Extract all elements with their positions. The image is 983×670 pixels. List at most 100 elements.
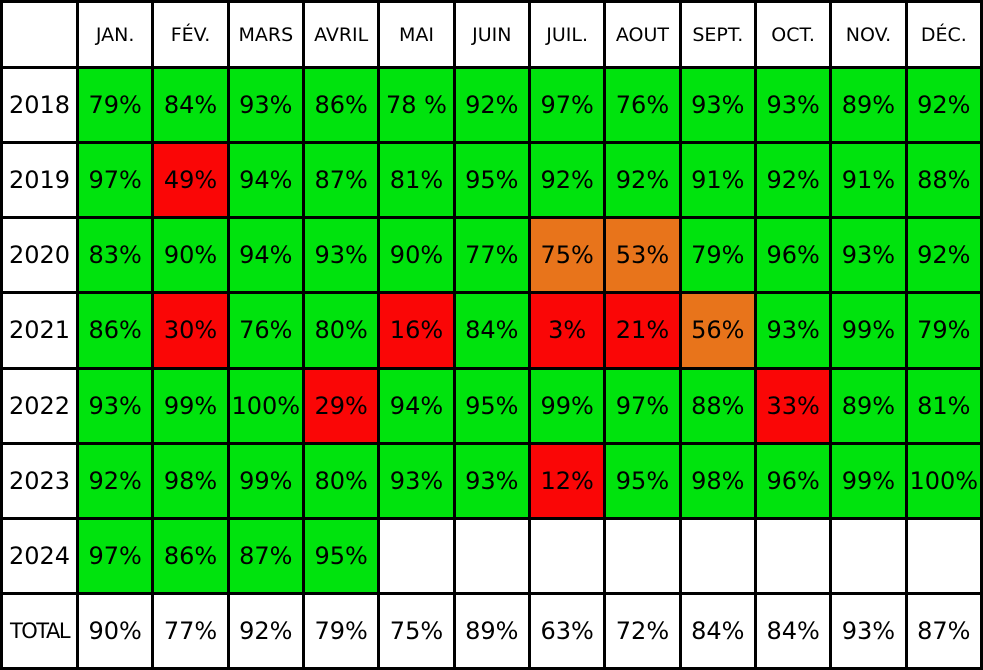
value-cell[interactable]: 78 % bbox=[377, 65, 456, 145]
value-cell[interactable]: 76% bbox=[603, 65, 682, 145]
value-cell[interactable]: 89% bbox=[452, 591, 531, 670]
value-cell[interactable]: 95% bbox=[301, 516, 381, 595]
month-header[interactable]: SEPT. bbox=[678, 0, 757, 69]
value-cell[interactable] bbox=[829, 516, 908, 595]
value-cell[interactable] bbox=[377, 516, 456, 595]
value-cell[interactable]: 94% bbox=[226, 216, 305, 295]
year-label[interactable]: 2022 bbox=[0, 366, 79, 445]
value-cell[interactable]: 84% bbox=[753, 591, 833, 670]
value-cell[interactable]: 77% bbox=[452, 216, 531, 295]
value-cell[interactable]: 21% bbox=[603, 291, 682, 370]
month-header[interactable]: OCT. bbox=[753, 0, 833, 69]
month-header[interactable]: JAN. bbox=[75, 0, 155, 69]
value-cell[interactable]: 92% bbox=[226, 591, 305, 670]
value-cell[interactable]: 76% bbox=[226, 291, 305, 370]
value-cell[interactable]: 16% bbox=[377, 291, 456, 370]
value-cell[interactable]: 90% bbox=[377, 216, 456, 295]
value-cell[interactable]: 91% bbox=[678, 141, 757, 220]
month-header[interactable]: NOV. bbox=[829, 0, 908, 69]
value-cell[interactable] bbox=[452, 516, 531, 595]
value-cell[interactable] bbox=[678, 516, 757, 595]
value-cell[interactable]: 94% bbox=[226, 141, 305, 220]
value-cell[interactable]: 92% bbox=[452, 65, 531, 145]
value-cell[interactable]: 84% bbox=[678, 591, 757, 670]
value-cell[interactable] bbox=[603, 516, 682, 595]
value-cell[interactable]: 92% bbox=[753, 141, 833, 220]
value-cell[interactable]: 99% bbox=[829, 291, 908, 370]
value-cell[interactable]: 93% bbox=[753, 291, 833, 370]
value-cell[interactable]: 98% bbox=[678, 441, 757, 520]
value-cell[interactable]: 93% bbox=[75, 366, 155, 445]
value-cell[interactable]: 89% bbox=[829, 366, 908, 445]
value-cell[interactable]: 80% bbox=[301, 441, 381, 520]
value-cell[interactable]: 56% bbox=[678, 291, 757, 370]
month-header[interactable]: MARS bbox=[226, 0, 305, 69]
value-cell[interactable]: 93% bbox=[829, 216, 908, 295]
value-cell[interactable]: 99% bbox=[829, 441, 908, 520]
value-cell[interactable]: 80% bbox=[301, 291, 381, 370]
value-cell[interactable] bbox=[753, 516, 833, 595]
year-label[interactable]: 2021 bbox=[0, 291, 79, 370]
value-cell[interactable]: 75% bbox=[377, 591, 456, 670]
value-cell[interactable]: 96% bbox=[753, 441, 833, 520]
value-cell[interactable]: 93% bbox=[377, 441, 456, 520]
value-cell[interactable]: 93% bbox=[829, 591, 908, 670]
value-cell[interactable]: 87% bbox=[226, 516, 305, 595]
value-cell[interactable]: 79% bbox=[904, 291, 983, 370]
value-cell[interactable]: 86% bbox=[151, 516, 230, 595]
value-cell[interactable]: 72% bbox=[603, 591, 682, 670]
month-header[interactable]: AOUT bbox=[603, 0, 682, 69]
value-cell[interactable]: 89% bbox=[829, 65, 908, 145]
value-cell[interactable]: 79% bbox=[301, 591, 381, 670]
value-cell[interactable]: 63% bbox=[527, 591, 607, 670]
value-cell[interactable]: 96% bbox=[753, 216, 833, 295]
value-cell[interactable]: 86% bbox=[301, 65, 381, 145]
value-cell[interactable]: 97% bbox=[527, 65, 607, 145]
month-header[interactable]: FÉV. bbox=[151, 0, 230, 69]
value-cell[interactable]: 29% bbox=[301, 366, 381, 445]
value-cell[interactable]: 95% bbox=[603, 441, 682, 520]
year-label[interactable]: 2018 bbox=[0, 65, 79, 145]
year-label[interactable]: 2023 bbox=[0, 441, 79, 520]
value-cell[interactable]: 12% bbox=[527, 441, 607, 520]
value-cell[interactable]: 88% bbox=[678, 366, 757, 445]
value-cell[interactable]: 92% bbox=[527, 141, 607, 220]
month-header[interactable]: JUIN bbox=[452, 0, 531, 69]
year-label[interactable]: 2020 bbox=[0, 216, 79, 295]
year-label[interactable]: 2019 bbox=[0, 141, 79, 220]
value-cell[interactable]: 99% bbox=[151, 366, 230, 445]
value-cell[interactable]: 49% bbox=[151, 141, 230, 220]
value-cell[interactable]: 97% bbox=[75, 141, 155, 220]
month-header[interactable]: JUIL. bbox=[527, 0, 607, 69]
value-cell[interactable]: 97% bbox=[603, 366, 682, 445]
value-cell[interactable]: 95% bbox=[452, 141, 531, 220]
value-cell[interactable]: 93% bbox=[678, 65, 757, 145]
month-header[interactable]: DÉC. bbox=[904, 0, 983, 69]
value-cell[interactable]: 87% bbox=[301, 141, 381, 220]
value-cell[interactable]: 84% bbox=[151, 65, 230, 145]
value-cell[interactable]: 100% bbox=[226, 366, 305, 445]
value-cell[interactable]: 53% bbox=[603, 216, 682, 295]
total-row-label[interactable]: TOTAL bbox=[0, 591, 79, 670]
value-cell[interactable]: 90% bbox=[151, 216, 230, 295]
value-cell[interactable]: 75% bbox=[527, 216, 607, 295]
value-cell[interactable]: 99% bbox=[527, 366, 607, 445]
value-cell[interactable] bbox=[527, 516, 607, 595]
value-cell[interactable]: 93% bbox=[753, 65, 833, 145]
value-cell[interactable]: 92% bbox=[603, 141, 682, 220]
value-cell[interactable]: 81% bbox=[904, 366, 983, 445]
value-cell[interactable]: 97% bbox=[75, 516, 155, 595]
value-cell[interactable]: 92% bbox=[75, 441, 155, 520]
value-cell[interactable]: 93% bbox=[452, 441, 531, 520]
value-cell[interactable]: 91% bbox=[829, 141, 908, 220]
value-cell[interactable]: 83% bbox=[75, 216, 155, 295]
value-cell[interactable]: 81% bbox=[377, 141, 456, 220]
value-cell[interactable]: 92% bbox=[904, 65, 983, 145]
value-cell[interactable]: 30% bbox=[151, 291, 230, 370]
value-cell[interactable]: 100% bbox=[904, 441, 983, 520]
value-cell[interactable]: 95% bbox=[452, 366, 531, 445]
value-cell[interactable]: 94% bbox=[377, 366, 456, 445]
value-cell[interactable]: 99% bbox=[226, 441, 305, 520]
value-cell[interactable]: 77% bbox=[151, 591, 230, 670]
value-cell[interactable]: 79% bbox=[678, 216, 757, 295]
